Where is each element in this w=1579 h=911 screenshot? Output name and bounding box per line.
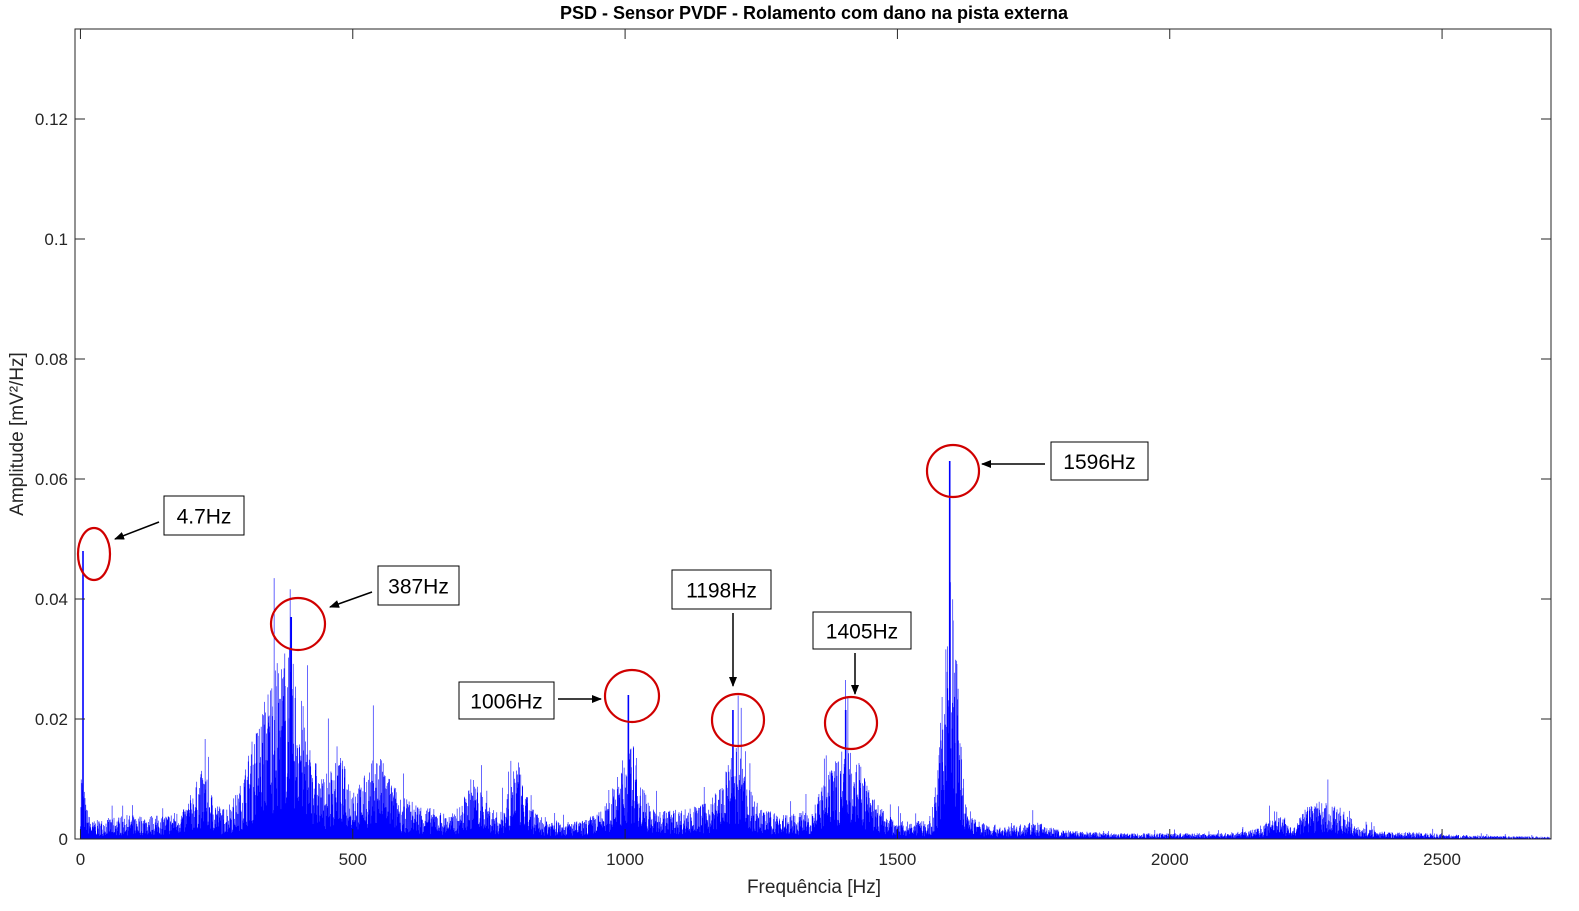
y-axis-label: Amplitude [mV²/Hz]: [7, 352, 28, 516]
y-tick-label: 0: [59, 830, 68, 849]
peak-arrow: [329, 591, 373, 608]
peak-label-box: [458, 681, 555, 720]
plot-area: [75, 29, 1551, 839]
peak-spikes: [82, 461, 951, 839]
peak-label-box: [671, 569, 772, 610]
peak-highlight-circle: [269, 596, 327, 652]
axis-ticks: 0 500 1000 1500 2000 2500 0 0.02 0.04 0.06 0.08 0.1…: [35, 29, 1551, 869]
x-tick-label: 2500: [1423, 850, 1461, 869]
y-tick-label: 0.02: [35, 710, 68, 729]
peak-label-box: [163, 495, 245, 536]
x-tick-label: 2000: [1151, 850, 1189, 869]
peak-highlight-circle: [76, 526, 112, 582]
x-axis-label: Frequência [Hz]: [747, 877, 881, 898]
peak-label: 1596Hz: [1063, 451, 1135, 474]
peak-highlight-circle: [603, 668, 661, 724]
y-tick-label: 0.04: [35, 590, 68, 609]
peak-label: 1405Hz: [826, 621, 898, 644]
y-tick-label: 0.12: [35, 110, 68, 129]
peak-label: 387Hz: [388, 576, 449, 599]
x-tick-label: 500: [339, 850, 367, 869]
y-tick-label: 0.1: [44, 230, 68, 249]
plot-frame: [74, 28, 1552, 840]
chart-title: PSD - Sensor PVDF - Rolamento com dano n…: [560, 3, 1069, 23]
peak-annotations: 4.7Hz 387Hz 1006Hz 1198Hz 1405Hz 1596Hz: [76, 441, 1149, 751]
y-tick-label: 0.08: [35, 350, 68, 369]
peak-label: 4.7Hz: [177, 506, 232, 529]
y-tick-label: 0.06: [35, 470, 68, 489]
x-tick-label: 1000: [606, 850, 644, 869]
peak-label: 1006Hz: [470, 691, 542, 714]
peak-label: 1198Hz: [686, 580, 757, 603]
peak-label-box: [377, 565, 460, 606]
peak-highlight-circle: [710, 692, 766, 748]
peak-label-box: [812, 611, 912, 650]
peak-arrow: [114, 521, 160, 540]
x-tick-label: 1500: [879, 850, 917, 869]
x-tick-label: 0: [76, 850, 85, 869]
peak-label-box: [1050, 441, 1149, 481]
peak-highlight-circle: [925, 443, 981, 499]
peak-highlight-circle: [823, 695, 879, 751]
